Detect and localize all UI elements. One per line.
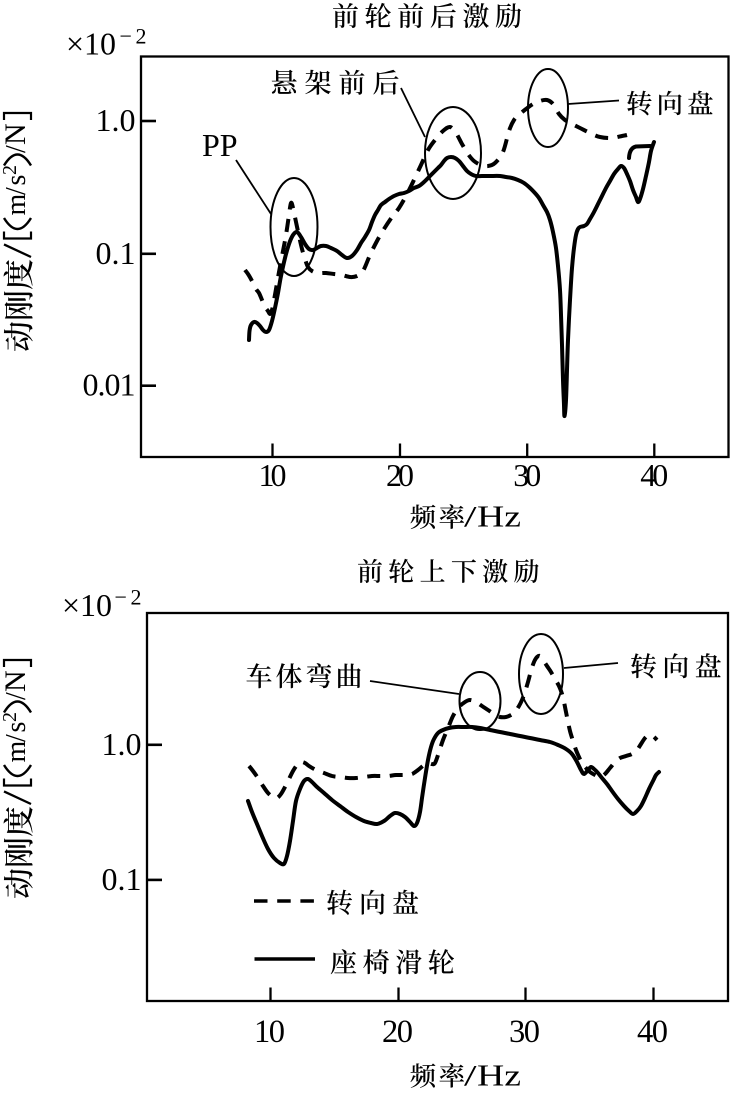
svg-text:m: m [1,194,32,216]
svg-text:40: 40 [640,457,668,493]
svg-text:20: 20 [386,457,414,493]
svg-text:30: 30 [513,457,541,493]
svg-text:PP: PP [202,127,238,163]
svg-text:s: s [1,175,32,186]
svg-text:2: 2 [0,165,21,175]
svg-text:N: N [0,123,32,145]
svg-text:m: m [1,741,32,763]
svg-text:Hz: Hz [477,1058,521,1093]
svg-text:1.0: 1.0 [102,726,142,762]
svg-text:20: 20 [382,1014,413,1050]
svg-text:Hz: Hz [477,499,521,534]
svg-text:40: 40 [637,1014,668,1050]
svg-text:/: / [1,145,32,153]
svg-text:×10: ×10 [66,26,116,62]
svg-text:0.1: 0.1 [96,235,136,271]
svg-text:0.01: 0.01 [83,367,136,403]
svg-text:2: 2 [0,712,21,722]
svg-text:s: s [1,722,32,733]
svg-text:1.0: 1.0 [96,102,136,138]
svg-text:0.1: 0.1 [102,861,142,897]
svg-text:/: / [464,501,477,534]
svg-text:30: 30 [509,1014,540,1050]
svg-text:×10: ×10 [62,587,112,623]
svg-text:/: / [1,187,32,195]
svg-text:10: 10 [254,1014,285,1050]
svg-text:/: / [1,692,32,700]
svg-text:N: N [0,670,32,692]
svg-text:/: / [1,734,32,742]
svg-text:/: / [464,1060,477,1093]
svg-text:10: 10 [259,457,287,493]
